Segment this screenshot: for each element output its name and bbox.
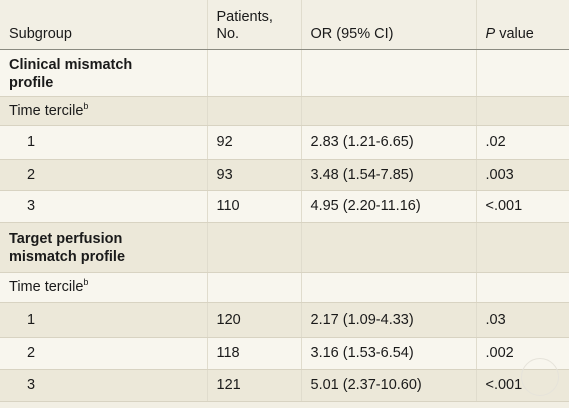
tercile-label-row-target: Time tercileb — [0, 272, 569, 303]
or-cell: 2.83 (1.21-6.65) — [300, 125, 476, 160]
group-title-line2: profile — [9, 74, 54, 91]
header-p-italic: P — [485, 25, 496, 42]
table-row: 3 110 4.95 (2.20-11.16) <.001 — [0, 190, 569, 223]
p-value-cell: .002 — [475, 337, 569, 370]
group-title-line2: mismatch profile — [9, 249, 126, 265]
tercile-label: Time tercileb — [0, 272, 207, 303]
table-row: 2 93 3.48 (1.54-7.85) .003 — [0, 159, 569, 191]
footnote-marker: b — [83, 277, 89, 287]
watermark-seal — [521, 358, 559, 396]
header-or: OR (95% CI) — [300, 0, 476, 50]
tercile-label-row-clinical: Time tercileb — [0, 96, 569, 126]
or-cell: 3.48 (1.54-7.85) — [300, 159, 476, 191]
group-title-clinical: Clinical mismatch profile — [0, 49, 207, 97]
group-title-target: Target perfusion mismatch profile — [0, 222, 207, 273]
header-row: Subgroup Patients, No. OR (95% CI) P valu… — [0, 0, 569, 50]
tercile-cell: 1 — [0, 125, 207, 160]
group-row-target: Target perfusion mismatch profile — [0, 222, 569, 273]
table-row: 1 92 2.83 (1.21-6.65) .02 — [0, 125, 569, 160]
tercile-cell: 2 — [0, 337, 207, 370]
group-title-line1: Clinical mismatch — [9, 56, 133, 73]
header-p-value: P value — [475, 0, 569, 50]
patients-cell: 118 — [206, 337, 301, 370]
header-patients-line1: Patients, — [216, 8, 273, 25]
tercile-label: Time tercileb — [0, 96, 207, 126]
or-cell: 3.16 (1.53-6.54) — [300, 337, 476, 370]
footnote-marker: b — [83, 100, 89, 111]
header-subgroup: Subgroup — [0, 0, 207, 50]
tercile-cell: 3 — [0, 190, 207, 223]
patients-cell: 110 — [206, 190, 301, 223]
p-value-cell: .02 — [475, 125, 569, 160]
tercile-label-text: Time tercile — [9, 279, 84, 295]
table-row: 2 118 3.16 (1.53-6.54) .002 — [0, 337, 569, 370]
header-p-rest: value — [495, 25, 534, 42]
tercile-cell: 3 — [0, 369, 207, 402]
group-title-line1: Target perfusion — [9, 231, 123, 247]
tercile-label-text: Time tercile — [9, 102, 84, 119]
tercile-cell: 2 — [0, 159, 207, 191]
or-cell: 5.01 (2.37-10.60) — [300, 369, 476, 402]
or-cell: 2.17 (1.09-4.33) — [300, 302, 476, 338]
or-cell: 4.95 (2.20-11.16) — [300, 190, 476, 223]
header-patients: Patients, No. — [206, 0, 301, 50]
p-value-cell: .003 — [475, 159, 569, 191]
table-row: 1 120 2.17 (1.09-4.33) .03 — [0, 302, 569, 338]
table-row: 3 121 5.01 (2.37-10.60) <.001 — [0, 369, 569, 402]
patients-cell: 120 — [206, 302, 301, 338]
group-row-clinical: Clinical mismatch profile — [0, 49, 569, 97]
p-value-cell: <.001 — [475, 190, 569, 223]
patients-cell: 92 — [206, 125, 301, 160]
p-value-cell: .03 — [475, 302, 569, 338]
header-patients-line2: No. — [216, 25, 240, 42]
patients-cell: 121 — [206, 369, 301, 402]
tercile-cell: 1 — [0, 302, 207, 338]
patients-cell: 93 — [206, 159, 301, 191]
